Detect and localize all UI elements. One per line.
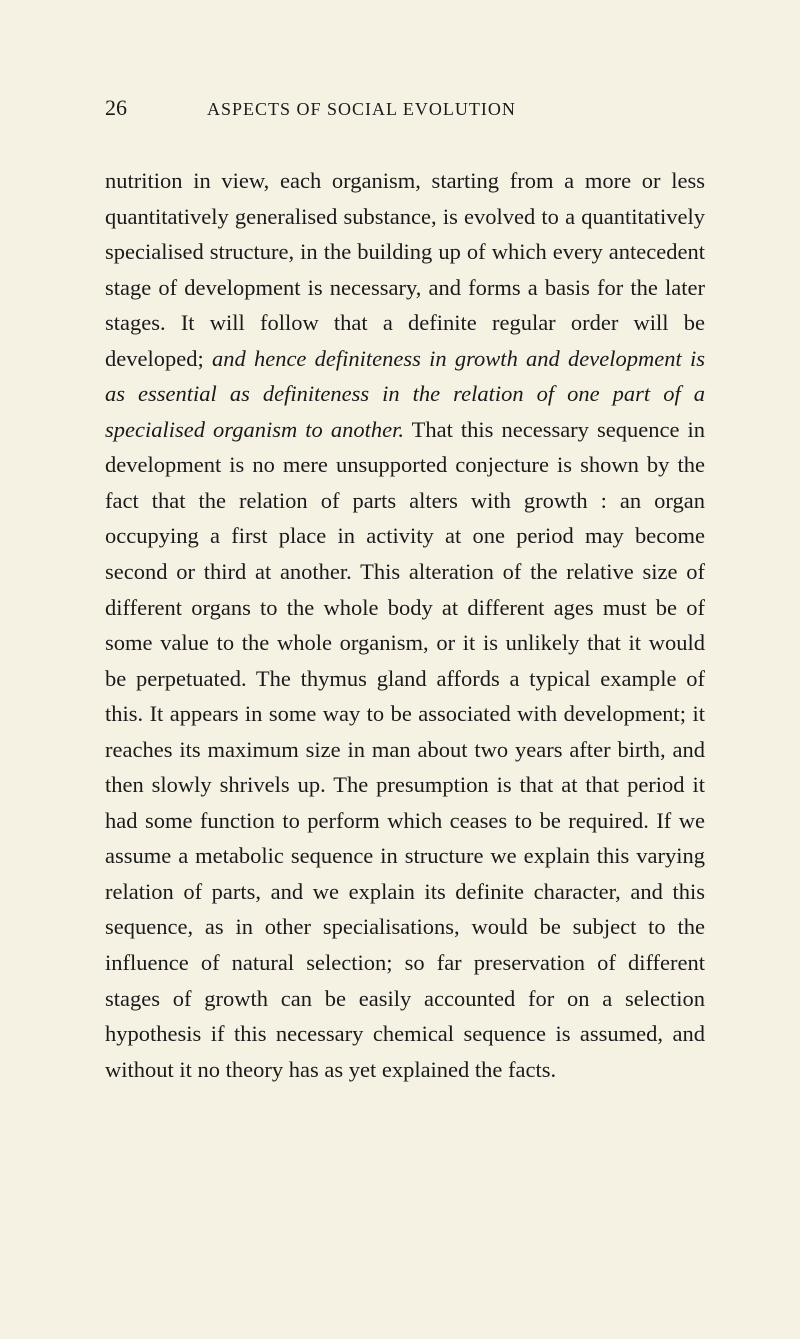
page-number: 26 — [105, 95, 127, 121]
text-segment-2: That this necessary sequence in develop­… — [105, 417, 705, 1082]
page-header: 26 ASPECTS OF SOCIAL EVOLUTION — [105, 95, 705, 121]
running-header: ASPECTS OF SOCIAL EVOLUTION — [207, 99, 516, 120]
text-segment-1: nutrition in view, each organism, starti… — [105, 168, 705, 371]
body-paragraph: nutrition in view, each organism, starti… — [105, 163, 705, 1087]
